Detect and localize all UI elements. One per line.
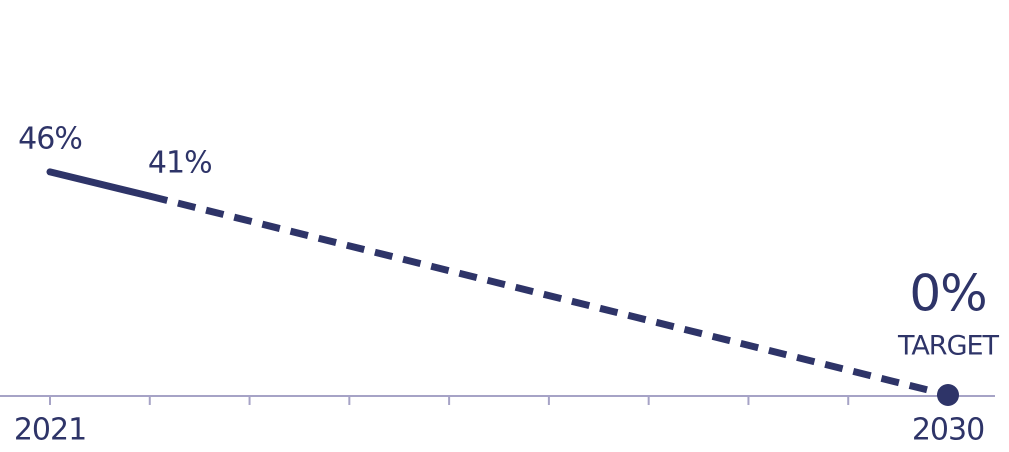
target-point xyxy=(937,384,959,406)
x-tick-label: 2030 xyxy=(912,413,984,448)
projection-line xyxy=(148,192,949,399)
value-label: 41% xyxy=(148,146,212,181)
line xyxy=(46,168,154,200)
target-text: TARGET xyxy=(897,331,1000,362)
target-label: 0% xyxy=(909,265,986,323)
value-label: 46% xyxy=(18,121,82,156)
x-tick-label: 2021 xyxy=(14,413,86,448)
